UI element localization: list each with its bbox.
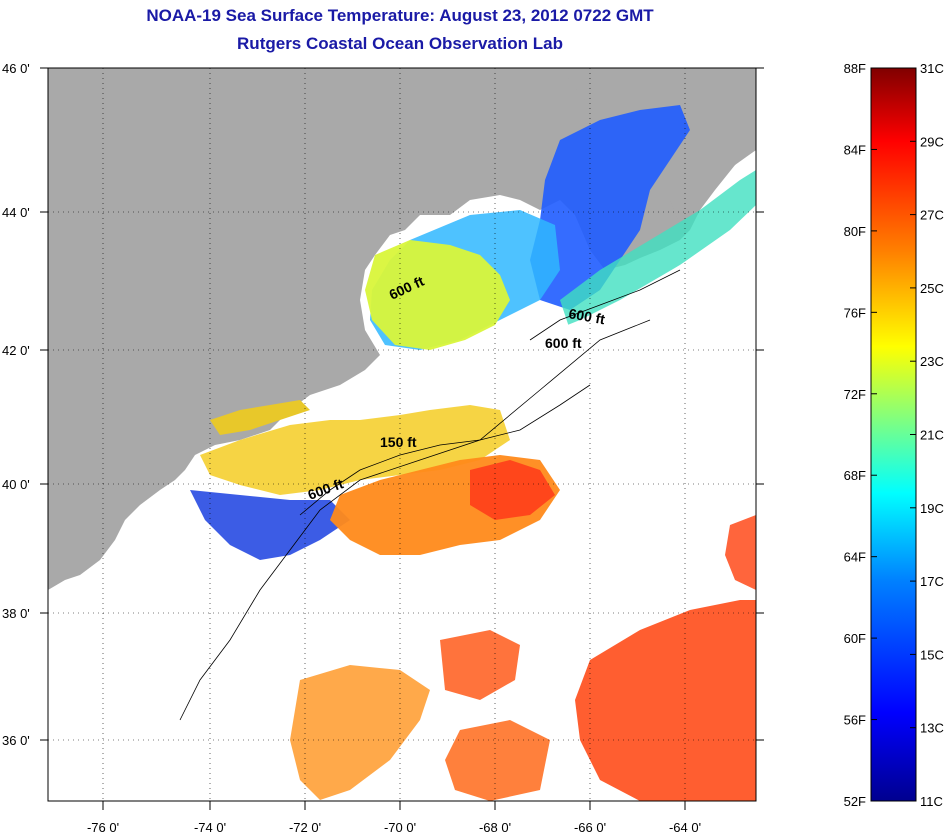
colorbar-fahrenheit-label: 80F [844, 224, 866, 239]
colorbar-celsius-label: 17C [920, 574, 944, 589]
colorbar-fahrenheit-label: 68F [844, 468, 866, 483]
lat-tick-label: 44 0' [2, 205, 30, 220]
sst-shelf-blue [190, 490, 350, 560]
lat-tick-label: 36 0' [2, 733, 30, 748]
sst-shelf-warm [200, 405, 510, 495]
map-title: NOAA-19 Sea Surface Temperature: August … [146, 6, 654, 25]
contour-label-150ft: 150 ft [380, 434, 417, 450]
lat-tick-label: 46 0' [2, 61, 30, 76]
sst-south-patch-1 [575, 600, 756, 801]
lon-tick-label: -68 0' [479, 820, 511, 835]
colorbar-celsius-label: 25C [920, 281, 944, 296]
lon-tick-label: -72 0' [289, 820, 321, 835]
sst-east-patch [725, 515, 756, 590]
colorbar-labels: 88F 84F 80F 76F 72F 68F 64F 60F 56F 52F 31C 29C 27C 2… [844, 61, 944, 809]
sst-scotian-strip [560, 170, 756, 330]
lat-tick-label: 38 0' [2, 606, 30, 621]
lon-tick-label: -66 0' [574, 820, 606, 835]
sst-long-island-sound [210, 400, 310, 435]
colorbar-fahrenheit-label: 60F [844, 631, 866, 646]
colorbar-celsius-label: 11C [920, 794, 943, 809]
lon-tick-label: -74 0' [194, 820, 226, 835]
map-area: 600 ft 600 ft 600 ft 150 ft 600 ft [48, 68, 756, 801]
bathymetry-contours [179, 269, 681, 721]
colorbar-fahrenheit-label: 56F [844, 713, 866, 728]
colorbar-fahrenheit-label: 76F [844, 305, 866, 320]
colorbar-celsius-label: 19C [920, 501, 944, 516]
lat-tick-label: 42 0' [2, 343, 30, 358]
colorbar [870, 67, 917, 802]
colorbar-fahrenheit-label: 52F [844, 794, 866, 809]
colorbar-fahrenheit-label: 72F [844, 387, 866, 402]
contour-label-600ft-b: 600 ft [567, 305, 606, 327]
lon-tick-label: -76 0' [87, 820, 119, 835]
sst-south-patch-2 [290, 665, 430, 800]
graticule [48, 68, 756, 801]
colorbar-celsius-label: 21C [920, 428, 944, 443]
sst-cloud-streak [380, 205, 756, 420]
colorbar-celsius-label: 13C [920, 721, 944, 736]
axis-ticks [40, 67, 764, 810]
colorbar-fahrenheit-label: 64F [844, 550, 866, 565]
sst-gulf-stream-red [470, 460, 555, 520]
sst-south-patch-4 [445, 720, 550, 801]
map-frame [47, 67, 757, 802]
lon-tick-label: -70 0' [384, 820, 416, 835]
colorbar-celsius-label: 15C [920, 647, 944, 662]
lat-tick-label: 40 0' [2, 477, 30, 492]
contour-label-600ft-c: 600 ft [545, 335, 582, 351]
sst-south-patch-3 [440, 630, 520, 700]
colorbar-celsius-label: 31C [920, 61, 944, 76]
map-subtitle: Rutgers Coastal Ocean Observation Lab [237, 34, 563, 53]
colorbar-ticks [871, 67, 916, 802]
sst-gulf-maine-blue [530, 105, 690, 310]
colorbar-fahrenheit-label: 88F [844, 61, 866, 76]
lon-tick-label: -64 0' [669, 820, 701, 835]
colorbar-celsius-label: 29C [920, 134, 944, 149]
colorbar-celsius-label: 23C [920, 354, 944, 369]
sst-georges-bank-yellow [365, 240, 510, 350]
colorbar-celsius-label: 27C [920, 208, 944, 223]
colorbar-fahrenheit-label: 84F [844, 142, 866, 157]
